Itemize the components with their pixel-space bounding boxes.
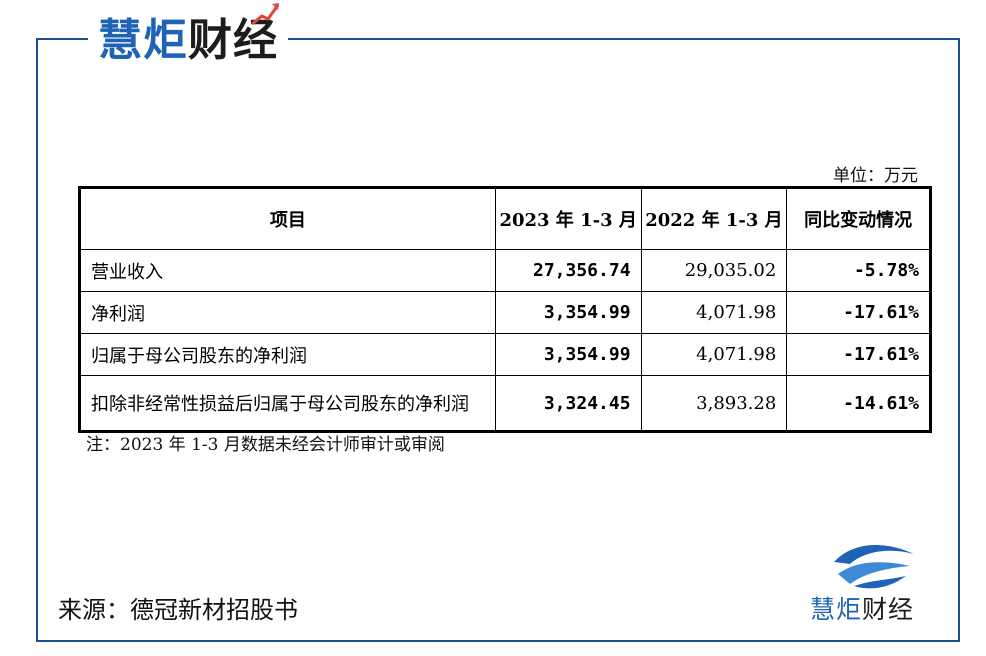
row-item: 净利润 xyxy=(79,291,496,334)
page-frame xyxy=(36,38,960,642)
table-row: 净利润 3,354.99 4,071.98 -17.61% xyxy=(79,291,931,334)
row-item: 扣除非经常性损益后归属于母公司股东的净利润 xyxy=(79,375,496,432)
header-2023: 2023 年 1-3 月 xyxy=(494,187,642,250)
source-label: 来源：德冠新材招股书 xyxy=(58,596,298,624)
header-item: 项目 xyxy=(79,187,496,250)
row-change: -17.61% xyxy=(786,291,931,334)
row-value-2022: 4,071.98 xyxy=(640,291,788,334)
up-arrow-icon xyxy=(251,3,280,26)
table-row: 扣除非经常性损益后归属于母公司股东的净利润 3,324.45 3,893.28 … xyxy=(79,375,931,432)
unit-label: 单位：万元 xyxy=(833,166,918,186)
brand-logo-bottom: 慧炬财经 xyxy=(810,590,914,626)
table-header-row: 项目 2023 年 1-3 月 2022 年 1-3 月 同比变动情况 xyxy=(79,187,931,250)
row-value-2022: 4,071.98 xyxy=(640,333,788,376)
row-change: -5.78% xyxy=(786,249,931,292)
row-value-2023: 3,354.99 xyxy=(494,333,642,376)
row-value-2023: 3,324.45 xyxy=(494,375,642,432)
row-value-2022: 3,893.28 xyxy=(640,375,788,432)
brand-logo-top: 慧炬 财经 xyxy=(88,3,288,68)
table-note: 注：2023 年 1-3 月数据未经会计师审计或审阅 xyxy=(86,435,445,455)
row-value-2023: 27,356.74 xyxy=(494,249,642,292)
row-value-2023: 3,354.99 xyxy=(494,291,642,334)
brand-part2: 财经 xyxy=(862,595,915,624)
row-item: 归属于母公司股东的净利润 xyxy=(79,333,496,376)
table-row: 营业收入 27,356.74 29,035.02 -5.78% xyxy=(79,249,931,292)
row-value-2022: 29,035.02 xyxy=(640,249,788,292)
wave-logo-icon xyxy=(834,544,914,589)
row-change: -17.61% xyxy=(786,333,931,376)
header-change: 同比变动情况 xyxy=(786,187,931,250)
table-row: 归属于母公司股东的净利润 3,354.99 4,071.98 -17.61% xyxy=(79,333,931,376)
brand-part1: 慧炬 xyxy=(98,15,188,66)
brand-part1: 慧炬 xyxy=(810,595,863,624)
row-item: 营业收入 xyxy=(79,249,496,292)
header-2022: 2022 年 1-3 月 xyxy=(640,187,788,250)
row-change: -14.61% xyxy=(786,375,931,432)
brand-part2: 财经 xyxy=(188,3,280,68)
financial-table: 项目 2023 年 1-3 月 2022 年 1-3 月 同比变动情况 营业收入… xyxy=(78,186,932,433)
